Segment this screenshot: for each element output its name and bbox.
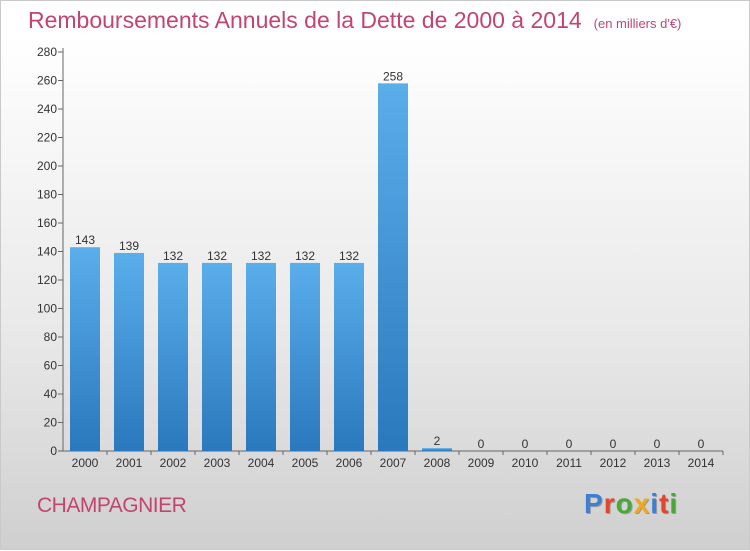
logo-letter: i	[650, 488, 660, 519]
bar-value-label: 258	[383, 69, 403, 83]
y-tick-label: 20	[44, 416, 58, 430]
x-tick-label: 2011	[556, 456, 582, 470]
bar	[114, 252, 144, 451]
bar-value-label: 0	[698, 437, 705, 451]
y-tick-label: 180	[37, 188, 57, 202]
chart-unit-note: (en milliers d'€)	[593, 16, 682, 31]
bar-value-label: 132	[295, 249, 315, 263]
bar	[202, 262, 232, 451]
chart-title-text: Remboursements Annuels de la Dette de 20…	[28, 7, 582, 33]
bar	[378, 83, 408, 451]
y-tick-label: 100	[37, 302, 57, 316]
x-tick-label: 2013	[644, 456, 671, 470]
y-tick-label: 140	[37, 245, 57, 259]
x-tick-label: 2010	[512, 456, 539, 470]
logo-letter: x	[633, 488, 651, 519]
x-tick-label: 2008	[424, 456, 451, 470]
bar-value-label: 2	[434, 434, 441, 448]
x-tick-label: 2003	[204, 456, 231, 470]
y-tick-label: 260	[37, 74, 57, 88]
x-tick-label: 2005	[292, 456, 319, 470]
logo-letter: t	[659, 488, 670, 519]
bar-value-label: 132	[339, 249, 359, 263]
bar-value-label: 0	[610, 437, 617, 451]
bar	[246, 262, 276, 451]
y-tick-label: 240	[37, 102, 57, 116]
y-tick-label: 160	[37, 216, 57, 230]
bar-value-label: 132	[207, 249, 227, 263]
logo-letter: r	[603, 488, 616, 519]
y-tick-label: 80	[44, 330, 58, 344]
logo-letter: o	[615, 488, 634, 519]
x-tick-label: 2000	[72, 456, 99, 470]
bar	[290, 262, 320, 451]
commune-name: CHAMPAGNIER	[37, 494, 187, 517]
x-tick-label: 2006	[336, 456, 363, 470]
proxiti-logo: Proxiti	[584, 488, 678, 520]
bar	[158, 262, 188, 451]
x-tick-label: 2009	[468, 456, 495, 470]
y-tick-label: 60	[44, 359, 58, 373]
logo-letter: P	[584, 488, 604, 519]
x-tick-label: 2004	[248, 456, 275, 470]
y-tick-label: 280	[37, 45, 57, 59]
y-tick-label: 120	[37, 273, 57, 287]
logo-letter: i	[669, 488, 679, 519]
bar-value-label: 0	[654, 437, 661, 451]
bar	[70, 247, 100, 451]
bar-value-label: 0	[478, 437, 485, 451]
bar-value-label: 0	[566, 437, 573, 451]
y-tick-label: 0	[50, 444, 57, 458]
y-tick-label: 220	[37, 131, 57, 145]
bar	[422, 448, 452, 451]
x-tick-label: 2002	[160, 456, 187, 470]
y-tick-label: 200	[37, 159, 57, 173]
x-tick-label: 2012	[600, 456, 627, 470]
bar-value-label: 132	[251, 249, 271, 263]
y-tick-label: 40	[44, 387, 58, 401]
x-tick-label: 2001	[116, 456, 143, 470]
bar-value-label: 139	[119, 239, 139, 253]
bar-value-label: 0	[522, 437, 529, 451]
x-tick-label: 2007	[380, 456, 407, 470]
chart-bars	[70, 83, 452, 451]
bar	[334, 262, 364, 451]
chart-data-labels: 143 139 132 132 132 132 132 258 2 0 0 0 0 0 0	[75, 69, 705, 451]
x-tick-label: 2014	[688, 456, 715, 470]
bar-value-label: 132	[163, 249, 183, 263]
chart-axes: 0204060801001201401601802002202402602802…	[37, 45, 724, 470]
bar-value-label: 143	[75, 233, 95, 247]
chart-title: Remboursements Annuels de la Dette de 20…	[28, 7, 681, 34]
